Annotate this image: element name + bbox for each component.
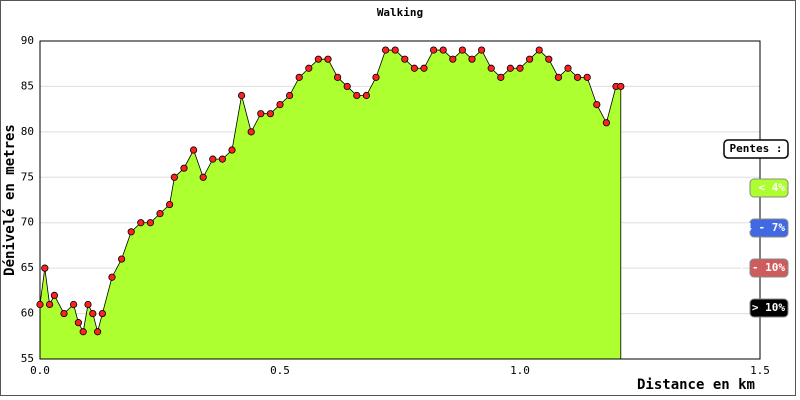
legend-swatch xyxy=(749,178,789,198)
elevation-point xyxy=(439,46,447,54)
x-tick-label: 1.0 xyxy=(510,364,530,377)
elevation-point xyxy=(573,73,582,81)
elevation-point xyxy=(468,55,476,63)
elevation-point xyxy=(89,309,97,318)
elevation-point xyxy=(137,219,145,227)
elevation-point xyxy=(36,300,44,309)
elevation-point xyxy=(525,55,534,63)
elevation-point xyxy=(146,219,154,227)
elevation-point xyxy=(305,64,313,72)
legend-label: < 4% xyxy=(759,181,786,194)
y-tick-label: 55 xyxy=(21,352,34,365)
elevation-point xyxy=(506,64,514,72)
elevation-point xyxy=(353,91,361,100)
x-tick-label: 1.5 xyxy=(750,364,770,377)
elevation-point xyxy=(372,73,380,81)
elevation-point xyxy=(199,173,207,181)
elevation-point xyxy=(94,328,102,336)
elevation-point xyxy=(429,46,438,54)
y-tick-label: 80 xyxy=(21,125,34,138)
y-tick-label: 70 xyxy=(21,216,34,229)
elevation-point xyxy=(170,173,178,181)
elevation-point xyxy=(166,200,174,209)
elevation-point xyxy=(118,255,126,263)
elevation-point xyxy=(180,164,188,172)
legend-label: 7 - 10% xyxy=(739,261,786,274)
elevation-point xyxy=(228,146,236,154)
y-axis-label: Dénivelé en metres xyxy=(2,124,18,276)
elevation-point xyxy=(516,64,524,72)
elevation-point xyxy=(554,73,563,81)
elevation-point xyxy=(420,64,428,72)
elevation-area xyxy=(39,49,622,360)
y-tick-label: 60 xyxy=(21,307,34,320)
elevation-point xyxy=(190,146,198,154)
elevation-point xyxy=(564,64,572,72)
elevation-point xyxy=(41,264,49,272)
elevation-point xyxy=(127,228,135,236)
elevation-point xyxy=(362,91,370,100)
elevation-point xyxy=(209,155,217,163)
elevation-point xyxy=(497,73,505,81)
elevation-point xyxy=(617,82,625,91)
elevation-point xyxy=(391,46,399,54)
elevation-point xyxy=(238,91,246,100)
x-tick-label: 0.0 xyxy=(30,364,50,377)
elevation-point xyxy=(98,309,107,318)
elevation-point xyxy=(218,155,226,163)
elevation-point xyxy=(477,46,486,54)
elevation-point xyxy=(401,55,409,63)
elevation-point xyxy=(266,110,274,118)
x-tick-label: 0.5 xyxy=(270,364,290,377)
elevation-point xyxy=(487,64,495,72)
elevation-point xyxy=(343,82,351,91)
elevation-point xyxy=(276,101,284,109)
elevation-point xyxy=(535,46,543,54)
elevation-point xyxy=(314,55,322,63)
y-tick-label: 75 xyxy=(21,170,34,183)
elevation-point xyxy=(381,46,390,54)
legend-label: > 10% xyxy=(752,301,785,314)
legend-title-box xyxy=(723,139,789,159)
elevation-point xyxy=(84,300,92,309)
elevation-point xyxy=(458,46,466,54)
elevation-point xyxy=(285,91,294,100)
elevation-point xyxy=(545,55,553,63)
y-tick-label: 85 xyxy=(21,79,34,92)
elevation-point xyxy=(257,110,265,118)
elevation-point xyxy=(79,328,87,336)
elevation-point xyxy=(410,64,418,72)
legend-swatch xyxy=(749,258,789,278)
elevation-point xyxy=(74,319,83,327)
legend-swatch xyxy=(749,218,789,238)
legend-title: Pentes : xyxy=(730,142,783,155)
elevation-point xyxy=(449,55,457,63)
legend-swatch xyxy=(749,298,789,318)
elevation-point xyxy=(45,300,54,309)
elevation-point xyxy=(324,55,332,63)
elevation-point xyxy=(108,273,116,281)
elevation-point xyxy=(156,210,164,218)
elevation-point xyxy=(333,73,342,81)
y-tick-label: 90 xyxy=(21,34,34,47)
elevation-point xyxy=(583,73,591,81)
y-tick-label: 65 xyxy=(21,261,34,274)
chart-title: Walking xyxy=(377,6,423,19)
legend-label: 4 - 7% xyxy=(745,221,785,234)
plot-border xyxy=(39,40,761,360)
elevation-point xyxy=(593,101,601,109)
elevation-point xyxy=(602,119,611,127)
elevation-point xyxy=(50,291,59,299)
elevation-point xyxy=(295,73,303,81)
x-axis-label: Distance en km xyxy=(637,377,755,393)
elevation-point xyxy=(70,300,78,309)
elevation-point xyxy=(247,128,255,136)
elevation-point xyxy=(60,309,68,318)
